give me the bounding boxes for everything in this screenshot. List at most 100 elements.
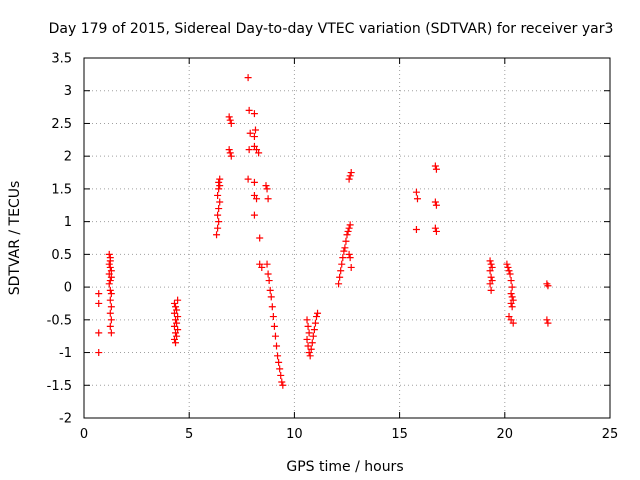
data-point (346, 221, 354, 229)
y-tick-label: 1.5 (51, 182, 72, 197)
data-point (432, 201, 440, 209)
data-point (345, 224, 353, 232)
y-tick-label: -1.5 (47, 379, 72, 394)
data-point (256, 234, 264, 242)
x-tick-label: 20 (497, 427, 514, 442)
data-point (245, 146, 253, 154)
y-tick-label: 3 (64, 84, 72, 99)
data-point (544, 319, 552, 327)
data-point (106, 309, 114, 317)
data-point (264, 195, 272, 203)
data-point (226, 149, 234, 157)
data-point (213, 231, 221, 239)
x-tick-label: 0 (80, 427, 88, 442)
data-point (337, 267, 345, 275)
data-point (305, 329, 313, 337)
data-point (271, 332, 279, 340)
data-point (431, 198, 439, 206)
data-point (170, 335, 178, 343)
data-point (253, 195, 261, 203)
data-point (251, 126, 259, 134)
data-point (412, 188, 420, 196)
data-point (172, 339, 180, 347)
data-point (263, 260, 271, 268)
data-point (262, 182, 270, 190)
data-point (486, 267, 494, 275)
x-axis-label: GPS time / hours (286, 459, 403, 475)
data-point (214, 211, 222, 219)
data-point (250, 110, 258, 118)
data-point (107, 329, 115, 337)
data-point (172, 303, 180, 311)
data-point (278, 378, 286, 386)
data-point (95, 349, 103, 357)
data-point (170, 322, 178, 330)
data-point (311, 319, 319, 327)
data-point (244, 175, 252, 183)
data-point (215, 185, 223, 193)
data-point (265, 277, 273, 285)
x-tick-label: 25 (602, 427, 619, 442)
data-point (269, 313, 277, 321)
data-point (507, 299, 515, 307)
data-point (338, 260, 346, 268)
y-tick-label: -2 (59, 412, 72, 427)
data-point (273, 342, 281, 350)
data-point (279, 381, 287, 389)
data-point (336, 273, 344, 281)
data-point (216, 175, 224, 183)
data-point (214, 191, 222, 199)
data-point (245, 106, 253, 114)
data-point (431, 162, 439, 170)
data-point (486, 257, 494, 265)
data-point (343, 231, 351, 239)
data-point (215, 218, 223, 226)
data-point (264, 270, 272, 278)
data-point (170, 299, 178, 307)
data-point (95, 299, 103, 307)
data-point (225, 113, 233, 121)
data-point (503, 260, 511, 268)
data-point (314, 309, 322, 317)
data-point (504, 263, 512, 271)
data-point (275, 358, 283, 366)
data-point (274, 352, 282, 360)
data-point (303, 335, 311, 343)
data-point (507, 277, 515, 285)
y-tick-label: 0.5 (51, 248, 72, 263)
data-point (347, 263, 355, 271)
data-point (304, 322, 312, 330)
data-point (105, 280, 113, 288)
data-point (508, 303, 516, 311)
data-point (215, 178, 223, 186)
data-point (105, 250, 113, 258)
data-point (107, 316, 115, 324)
data-point (309, 332, 317, 340)
data-point (106, 322, 114, 330)
y-tick-label: 2 (64, 150, 72, 165)
data-point (107, 273, 115, 281)
data-point (345, 175, 353, 183)
data-point (172, 316, 180, 324)
data-point (487, 260, 495, 268)
data-point (508, 283, 516, 291)
data-point (244, 74, 252, 82)
data-point (310, 326, 318, 334)
y-tick-label: -0.5 (47, 313, 72, 328)
data-point (95, 290, 103, 298)
data-point (544, 282, 552, 290)
y-tick-label: 2.5 (51, 117, 72, 132)
data-point (250, 178, 258, 186)
data-points (95, 74, 552, 389)
data-point (172, 329, 180, 337)
y-tick-label: 0 (64, 281, 72, 296)
data-point (432, 165, 440, 173)
data-point (263, 185, 271, 193)
data-point (346, 254, 354, 262)
data-point (250, 211, 258, 219)
data-point (215, 205, 223, 213)
data-point (345, 250, 353, 258)
data-point (335, 280, 343, 288)
